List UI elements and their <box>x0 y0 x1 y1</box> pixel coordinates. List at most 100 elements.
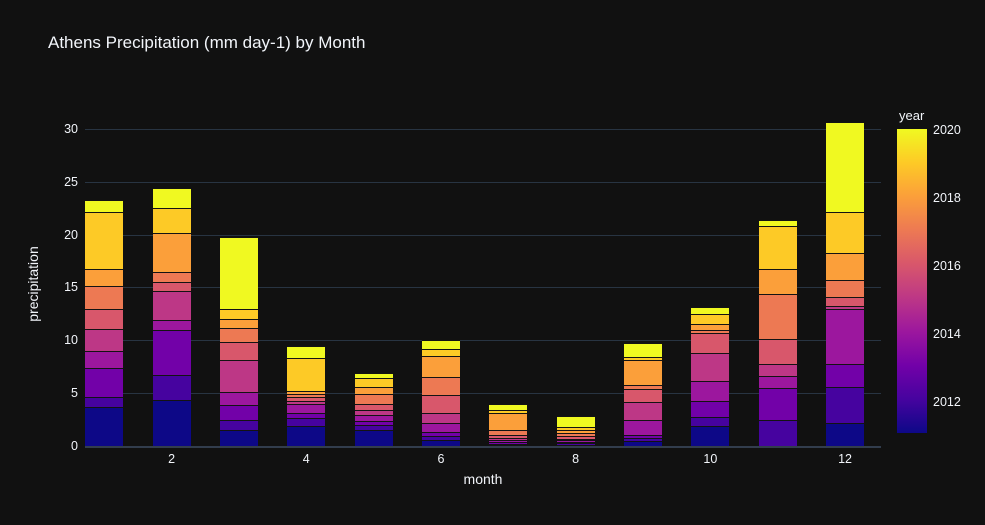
bar-segment-month-8-year-2013[interactable] <box>556 442 595 444</box>
bar-segment-month-7-year-2013[interactable] <box>489 441 528 444</box>
bar-segment-month-2-year-2014[interactable] <box>152 320 191 331</box>
bar-segment-month-8-year-2015[interactable] <box>556 438 595 441</box>
bar-segment-month-3-year-2012[interactable] <box>219 420 258 431</box>
bar-segment-month-6-year-2017[interactable] <box>421 377 460 396</box>
bar-segment-month-6-year-2018[interactable] <box>421 355 460 378</box>
bar-segment-month-4-year-2011[interactable] <box>287 426 326 446</box>
bar-segment-month-9-year-2016[interactable] <box>624 388 662 403</box>
bar-segment-month-3-year-2017[interactable] <box>219 327 258 343</box>
bar-segment-month-9-year-2019[interactable] <box>624 357 662 361</box>
bar-segment-month-12-year-2012[interactable] <box>826 386 865 424</box>
bar-segment-month-1-year-2016[interactable] <box>85 309 124 330</box>
bar-segment-month-4-year-2017[interactable] <box>287 394 326 398</box>
bar-segment-month-10-year-2015[interactable] <box>691 353 730 381</box>
bar-segment-month-9-year-2018[interactable] <box>624 360 662 385</box>
bar-segment-month-10-year-2012[interactable] <box>691 417 730 427</box>
bar-segment-month-2-year-2019[interactable] <box>152 207 191 234</box>
bar-segment-month-12-year-2017[interactable] <box>826 279 865 298</box>
bar-segment-month-3-year-2013[interactable] <box>219 405 258 421</box>
bar-segment-month-9-year-2020[interactable] <box>624 342 662 358</box>
bar-segment-month-2-year-2015[interactable] <box>152 290 191 321</box>
bar-segment-month-4-year-2016[interactable] <box>287 397 326 401</box>
bar-segment-month-7-year-2018[interactable] <box>489 412 528 431</box>
bar-segment-month-12-year-2016[interactable] <box>826 297 865 306</box>
bar-segment-month-8-year-2019[interactable] <box>556 426 595 431</box>
bar-segment-month-5-year-2011[interactable] <box>354 430 393 446</box>
bar-segment-month-10-year-2018[interactable] <box>691 323 730 330</box>
bar-segment-month-11-year-2018[interactable] <box>758 268 797 295</box>
bar-segment-month-1-year-2015[interactable] <box>85 329 124 351</box>
bar-segment-month-10-year-2016[interactable] <box>691 332 730 354</box>
bar-segment-month-7-year-2017[interactable] <box>489 430 528 435</box>
bar-segment-month-2-year-2012[interactable] <box>152 375 191 400</box>
bar-segment-month-4-year-2018[interactable] <box>287 391 326 395</box>
bar-segment-month-4-year-2020[interactable] <box>287 345 326 358</box>
bar-segment-month-7-year-2019[interactable] <box>489 410 528 413</box>
bar-segment-month-8-year-2012[interactable] <box>556 443 595 445</box>
bar-segment-month-7-year-2014[interactable] <box>489 439 528 442</box>
bar-segment-month-5-year-2012[interactable] <box>354 425 393 431</box>
bar-segment-month-4-year-2013[interactable] <box>287 413 326 418</box>
bar-segment-month-5-year-2015[interactable] <box>354 409 393 416</box>
bar-segment-month-7-year-2012[interactable] <box>489 443 528 446</box>
bar-segment-month-6-year-2016[interactable] <box>421 395 460 414</box>
bar-segment-month-5-year-2014[interactable] <box>354 415 393 421</box>
bar-segment-month-11-year-2017[interactable] <box>758 294 797 340</box>
bar-segment-month-5-year-2017[interactable] <box>354 393 393 404</box>
bar-segment-month-6-year-2011[interactable] <box>421 439 460 446</box>
bar-segment-month-1-year-2013[interactable] <box>85 368 124 397</box>
bar-segment-month-12-year-2014[interactable] <box>826 309 865 364</box>
bar-segment-month-1-year-2017[interactable] <box>85 285 124 310</box>
bar-segment-month-3-year-2019[interactable] <box>219 309 258 320</box>
bar-segment-month-11-year-2019[interactable] <box>758 225 797 269</box>
bar-segment-month-8-year-2014[interactable] <box>556 440 595 443</box>
bar-segment-month-11-year-2016[interactable] <box>758 339 797 364</box>
bar-segment-month-1-year-2012[interactable] <box>85 396 124 407</box>
bar-segment-month-2-year-2017[interactable] <box>152 271 191 282</box>
bar-segment-month-3-year-2020[interactable] <box>219 237 258 310</box>
bar-segment-month-3-year-2011[interactable] <box>219 430 258 446</box>
bar-segment-month-5-year-2016[interactable] <box>354 403 393 410</box>
bar-segment-month-12-year-2015[interactable] <box>826 305 865 310</box>
bar-segment-month-10-year-2020[interactable] <box>691 306 730 314</box>
bar-segment-month-1-year-2018[interactable] <box>85 268 124 286</box>
bar-segment-month-3-year-2016[interactable] <box>219 342 258 361</box>
bar-segment-month-4-year-2014[interactable] <box>287 403 326 414</box>
bar-segment-month-10-year-2011[interactable] <box>691 426 730 446</box>
bar-segment-month-1-year-2014[interactable] <box>85 350 124 369</box>
bar-segment-month-4-year-2019[interactable] <box>287 357 326 392</box>
bar-segment-month-4-year-2015[interactable] <box>287 400 326 404</box>
bar-segment-month-5-year-2013[interactable] <box>354 420 393 426</box>
bar-segment-month-9-year-2011[interactable] <box>624 440 662 446</box>
bar-segment-month-3-year-2014[interactable] <box>219 392 258 406</box>
bar-segment-month-10-year-2017[interactable] <box>691 329 730 333</box>
bar-segment-month-7-year-2016[interactable] <box>489 434 528 438</box>
bar-segment-month-9-year-2012[interactable] <box>624 437 662 441</box>
bar-segment-month-12-year-2018[interactable] <box>826 253 865 280</box>
bar-segment-month-5-year-2018[interactable] <box>354 386 393 394</box>
bar-segment-month-10-year-2013[interactable] <box>691 401 730 418</box>
bar-segment-month-11-year-2020[interactable] <box>758 220 797 226</box>
bar-segment-month-12-year-2020[interactable] <box>826 121 865 212</box>
bar-segment-month-4-year-2012[interactable] <box>287 417 326 427</box>
bar-segment-month-9-year-2013[interactable] <box>624 434 662 438</box>
bar-segment-month-12-year-2011[interactable] <box>826 423 865 446</box>
bar-segment-month-2-year-2016[interactable] <box>152 281 191 291</box>
bar-segment-month-7-year-2011[interactable] <box>489 445 528 447</box>
bar-segment-month-6-year-2020[interactable] <box>421 340 460 349</box>
bar-segment-month-7-year-2020[interactable] <box>489 404 528 411</box>
bar-segment-month-5-year-2020[interactable] <box>354 373 393 379</box>
bar-segment-month-2-year-2018[interactable] <box>152 233 191 272</box>
bar-segment-month-7-year-2015[interactable] <box>489 437 528 440</box>
bar-segment-month-5-year-2019[interactable] <box>354 378 393 387</box>
bar-segment-month-6-year-2012[interactable] <box>421 436 460 440</box>
bar-segment-month-6-year-2014[interactable] <box>421 423 460 432</box>
bar-segment-month-12-year-2013[interactable] <box>826 363 865 387</box>
bar-segment-month-8-year-2020[interactable] <box>556 416 595 427</box>
bar-segment-month-1-year-2019[interactable] <box>85 212 124 269</box>
bar-segment-month-8-year-2017[interactable] <box>556 433 595 437</box>
bar-segment-month-6-year-2013[interactable] <box>421 431 460 437</box>
bar-segment-month-6-year-2019[interactable] <box>421 348 460 356</box>
bar-segment-month-8-year-2016[interactable] <box>556 436 595 439</box>
bar-segment-month-2-year-2013[interactable] <box>152 330 191 376</box>
